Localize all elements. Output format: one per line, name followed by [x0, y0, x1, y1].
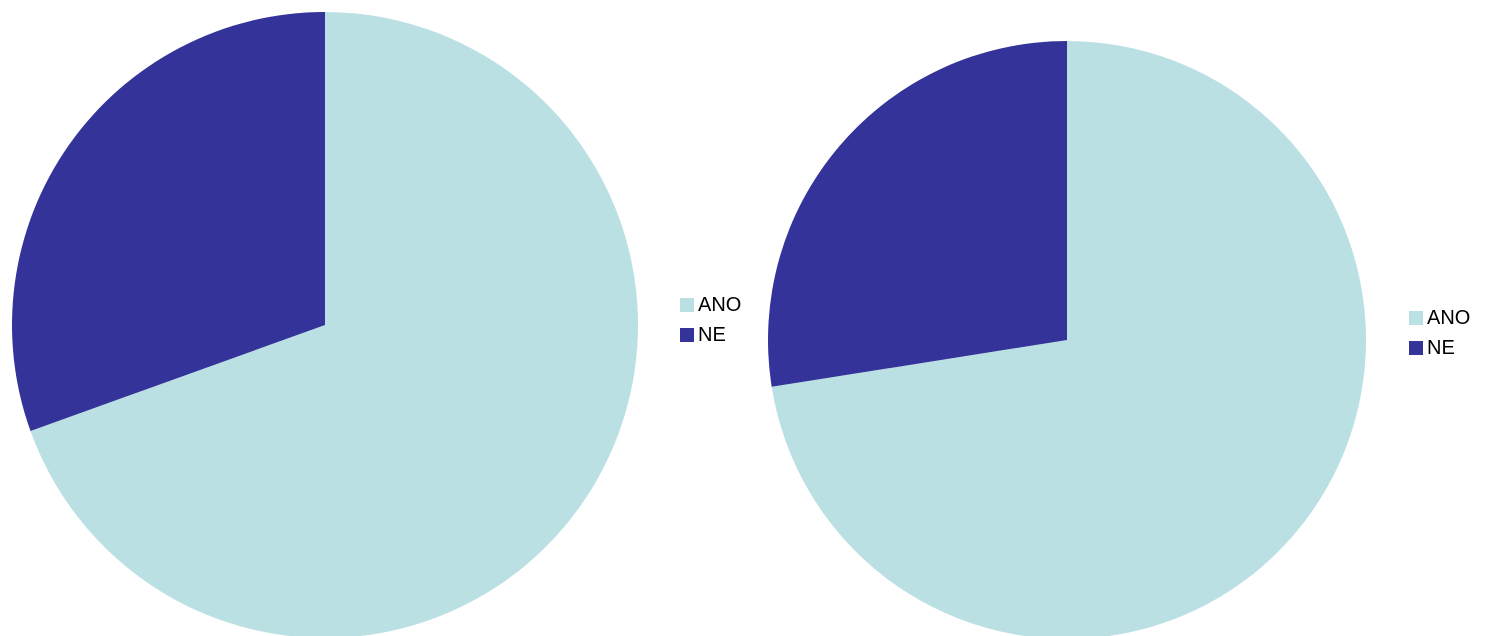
pie-slice-ne — [768, 41, 1067, 387]
legend-swatch-ano — [680, 298, 694, 312]
pie-slice-ne — [12, 12, 326, 432]
pie-slice-ano — [771, 41, 1366, 636]
legend-swatch-ano — [1409, 311, 1423, 325]
legend-swatch-ne — [680, 328, 694, 342]
legend-item-ne: NE — [680, 320, 741, 350]
pie-chart-right: ANO NE — [750, 0, 1488, 636]
legend-swatch-ne — [1409, 341, 1423, 355]
pie-left-canvas — [12, 12, 638, 636]
pie-chart-left: ANO NE — [12, 12, 741, 636]
legend-label-ano: ANO — [698, 294, 742, 316]
legend-label-ne: NE — [1427, 337, 1455, 359]
legend-item-ne: NE — [1409, 333, 1470, 363]
legend-item-ano: ANO — [1409, 303, 1470, 333]
legend-right: ANO NE — [1409, 303, 1470, 363]
legend-label-ne: NE — [698, 324, 726, 346]
legend-left: ANO NE — [680, 290, 741, 350]
pie-slice-ano — [30, 12, 638, 636]
legend-item-ano: ANO — [680, 290, 741, 320]
pie-right-canvas — [768, 41, 1366, 636]
legend-label-ano: ANO — [1427, 307, 1471, 329]
